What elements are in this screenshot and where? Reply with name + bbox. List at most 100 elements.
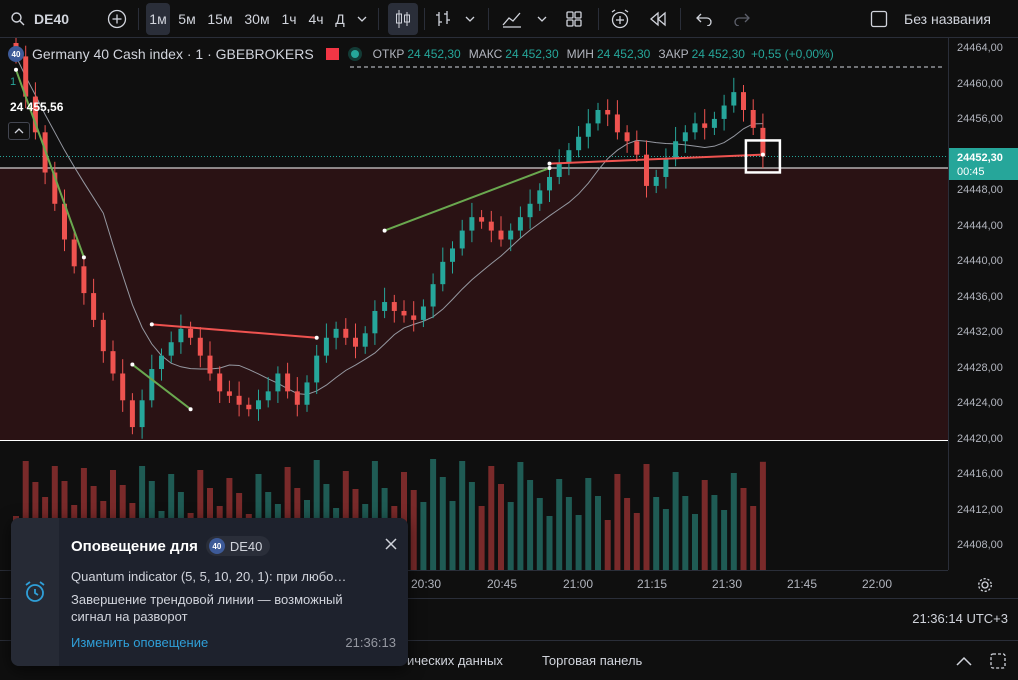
candle[interactable]: [285, 373, 291, 392]
candle[interactable]: [614, 114, 620, 133]
compare-button[interactable]: [104, 3, 130, 35]
alert-close-button[interactable]: [381, 534, 401, 554]
interval-button[interactable]: 15м: [207, 11, 233, 27]
candle[interactable]: [517, 217, 523, 231]
templates-menu-button[interactable]: [532, 3, 552, 35]
candle[interactable]: [226, 391, 232, 396]
collapse-legend-button[interactable]: [8, 122, 30, 140]
candle[interactable]: [440, 261, 446, 285]
trend-line-point[interactable]: [314, 335, 319, 340]
layout-name-button[interactable]: Без названия: [870, 3, 1010, 35]
candle[interactable]: [188, 328, 194, 338]
candle[interactable]: [644, 154, 649, 186]
candle[interactable]: [488, 221, 494, 231]
trend-line-point[interactable]: [81, 255, 86, 260]
candle[interactable]: [469, 217, 475, 231]
candle[interactable]: [372, 310, 378, 334]
candle[interactable]: [294, 391, 300, 405]
tab-historical-data[interactable]: ических данных: [407, 653, 503, 668]
candle[interactable]: [508, 230, 514, 240]
trend-line-point[interactable]: [547, 166, 552, 171]
candle[interactable]: [750, 109, 756, 128]
chart-type-menu-button[interactable]: [460, 3, 480, 35]
candle[interactable]: [585, 123, 591, 137]
price-scale[interactable]: 24464,0024460,0024456,0024452,0024448,00…: [948, 38, 1018, 570]
candle[interactable]: [362, 333, 368, 347]
candle[interactable]: [721, 105, 727, 119]
candle[interactable]: [52, 172, 58, 204]
candle[interactable]: [401, 310, 407, 316]
trend-line[interactable]: [549, 153, 763, 165]
symbol-title[interactable]: Germany 40 Cash index · 1 · GBEBROKERS: [32, 46, 314, 62]
collapse-panel-button[interactable]: [952, 649, 976, 673]
candle[interactable]: [197, 337, 203, 356]
candle[interactable]: [605, 109, 611, 115]
candle[interactable]: [731, 92, 737, 106]
tab-trading-panel[interactable]: Торговая панель: [542, 653, 643, 668]
candle[interactable]: [682, 132, 688, 142]
clock[interactable]: 21:36:14 UTC+3: [912, 611, 1008, 626]
candle[interactable]: [459, 230, 465, 249]
alert-notification[interactable]: Оповещение для 40 DE40 Quantum indicator…: [11, 518, 408, 666]
time-axis[interactable]: 20:30 20:45 21:00 21:15 21:30 21:45 22:00: [0, 570, 992, 598]
trend-line-point[interactable]: [760, 152, 765, 157]
interval-button[interactable]: 1ч: [281, 11, 297, 27]
trend-line-point[interactable]: [149, 322, 154, 327]
candle[interactable]: [110, 351, 116, 374]
axis-settings-button[interactable]: [974, 574, 996, 596]
candle[interactable]: [450, 248, 455, 262]
candle[interactable]: [576, 136, 582, 151]
candle[interactable]: [100, 319, 106, 352]
symbol-search[interactable]: DE40: [6, 3, 86, 35]
candle[interactable]: [91, 293, 97, 320]
undo-button[interactable]: [690, 3, 718, 35]
candle[interactable]: [479, 217, 485, 222]
candle[interactable]: [23, 56, 29, 97]
candle[interactable]: [120, 373, 126, 401]
candle[interactable]: [149, 369, 155, 401]
trend-line-point[interactable]: [547, 161, 552, 166]
candle[interactable]: [275, 373, 281, 392]
interval-button[interactable]: 1м: [146, 3, 170, 35]
layout-grid-button[interactable]: [560, 3, 588, 35]
indicators-button[interactable]: [430, 3, 456, 35]
candle[interactable]: [333, 328, 339, 338]
chart-pane[interactable]: 40 Germany 40 Cash index · 1 · GBEBROKER…: [0, 38, 948, 570]
candle[interactable]: [711, 118, 717, 128]
trend-line-point[interactable]: [14, 67, 18, 72]
trend-line-point[interactable]: [382, 228, 387, 233]
trend-line[interactable]: [151, 323, 317, 339]
candle[interactable]: [760, 127, 766, 157]
candle[interactable]: [382, 302, 388, 311]
candle[interactable]: [323, 337, 329, 356]
candle[interactable]: [304, 382, 310, 405]
candle[interactable]: [256, 400, 261, 410]
trend-line-point[interactable]: [188, 407, 193, 412]
alert-button[interactable]: [606, 3, 634, 35]
candle[interactable]: [663, 159, 669, 177]
candle[interactable]: [566, 150, 572, 164]
candle[interactable]: [168, 342, 174, 356]
candle[interactable]: [343, 328, 349, 338]
interval-button[interactable]: 5м: [178, 11, 196, 27]
candle[interactable]: [265, 391, 271, 401]
candlestick-chart[interactable]: [0, 38, 948, 570]
trend-line-point[interactable]: [130, 362, 135, 367]
candle[interactable]: [314, 355, 320, 383]
candle[interactable]: [420, 306, 426, 320]
candle[interactable]: [129, 400, 135, 428]
candle[interactable]: [741, 92, 746, 110]
trend-line[interactable]: [131, 363, 192, 411]
maximize-panel-button[interactable]: [986, 649, 1010, 673]
candle[interactable]: [498, 230, 504, 240]
trend-line[interactable]: [15, 69, 85, 258]
candle[interactable]: [634, 141, 640, 155]
candle[interactable]: [32, 96, 38, 133]
candle[interactable]: [159, 355, 164, 370]
candle[interactable]: [527, 203, 533, 218]
candle[interactable]: [207, 355, 213, 374]
alert-symbol-chip[interactable]: 40 DE40: [205, 536, 271, 556]
candle[interactable]: [71, 239, 77, 267]
candle[interactable]: [547, 176, 552, 191]
candle[interactable]: [236, 395, 242, 405]
